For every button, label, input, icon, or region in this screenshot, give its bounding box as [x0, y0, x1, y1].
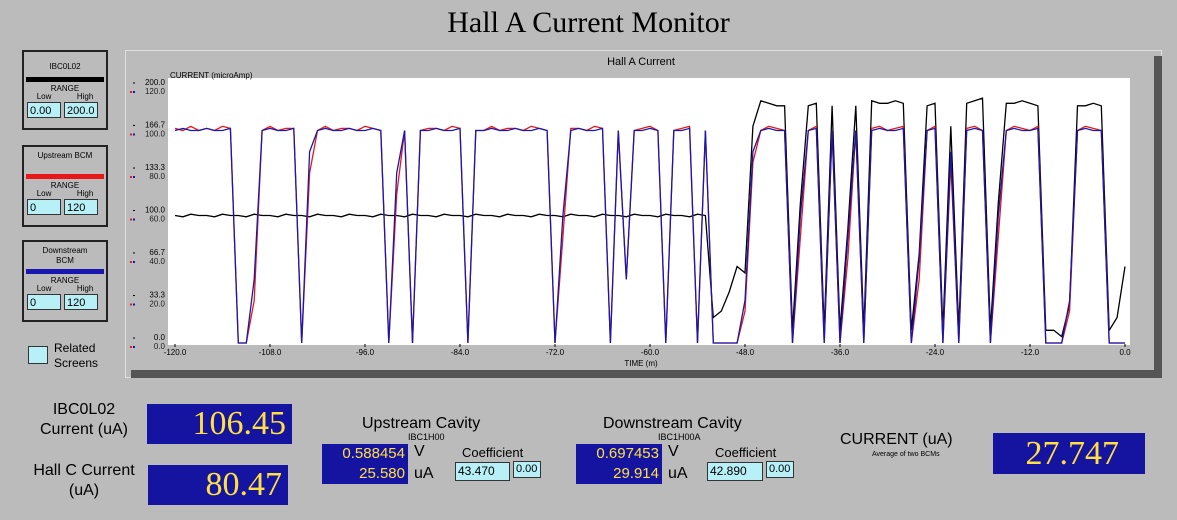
high-label: High: [76, 92, 94, 101]
high-input[interactable]: 120: [64, 294, 98, 310]
y-tick-label: 0.0: [154, 342, 166, 351]
offset-input[interactable]: 0.00: [513, 461, 541, 478]
readout-value: 80.47: [148, 465, 288, 505]
related-button[interactable]: [28, 346, 48, 364]
y2-tick-label: 200.0: [145, 78, 166, 87]
x-tick-label: -48.0: [736, 348, 755, 357]
unit: V: [668, 443, 679, 460]
coef-label: Coefficient: [715, 445, 777, 460]
x-tick-label: -36.0: [831, 348, 850, 357]
high-label: High: [76, 284, 94, 293]
color-bar: [26, 77, 104, 82]
panel-title: IBC0L02: [49, 62, 81, 71]
panel-title: Upstream BCM: [37, 151, 93, 160]
cavity-title: Downstream Cavity: [603, 415, 742, 432]
y-tick-label: 60.0: [149, 215, 165, 224]
x-tick-label: -96.0: [356, 348, 375, 357]
related-label[interactable]: Related Screens: [54, 341, 99, 370]
chart: Hall A Current CURRENT (microAmp) TIME (…: [125, 50, 1162, 378]
y2-tick-label: 66.7: [149, 248, 165, 257]
readout-label: Hall C Current (uA): [33, 462, 135, 499]
page-title: Hall A Current Monitor: [447, 6, 730, 39]
panel-title: Downstream BCM: [42, 246, 88, 265]
low-input[interactable]: 0: [27, 199, 61, 215]
panel: IBC0L02 RANGE Low High 0.00 200.0: [22, 50, 108, 130]
average-value: 27.747: [993, 433, 1145, 474]
low-input[interactable]: 0: [27, 294, 61, 310]
plot-area: [168, 78, 1130, 345]
readout-label: IBC0L02 Current (uA): [39, 401, 129, 438]
average-sublabel: Average of two BCMs: [872, 451, 940, 458]
unit: V: [414, 443, 425, 460]
y2-tick-label: 33.3: [149, 291, 165, 300]
x-tick-label: -24.0: [926, 348, 945, 357]
x-tick-label: -120.0: [164, 348, 187, 357]
x-tick-label: -72.0: [546, 348, 565, 357]
frame-shadow: [1154, 56, 1162, 378]
x-tick-label: 0.0: [1119, 348, 1131, 357]
y-axis-label: CURRENT (microAmp): [170, 71, 253, 80]
series-line: [174, 97, 1126, 338]
volts-value: 0.697453: [576, 444, 662, 464]
y2-tick-label: 0.0: [154, 333, 166, 342]
y-tick-label: 40.0: [149, 257, 165, 266]
readout-value: 106.45: [147, 404, 292, 444]
average-label: CURRENT (uA): [840, 431, 953, 448]
current-value: 29.914: [576, 464, 662, 484]
offset-input[interactable]: 0.00: [766, 461, 794, 478]
x-axis-label: TIME (m): [624, 359, 658, 368]
cavity-id: IBC1H00A: [658, 432, 701, 442]
low-label: Low: [36, 284, 52, 293]
low-input[interactable]: 0.00: [27, 102, 61, 118]
range-label: RANGE: [50, 84, 80, 93]
x-tick-label: -108.0: [259, 348, 282, 357]
y2-tick-label: 166.7: [145, 121, 166, 130]
x-tick-label: -12.0: [1021, 348, 1040, 357]
range-label: RANGE: [50, 276, 80, 285]
volts-value: 0.588454: [322, 444, 408, 464]
y-tick-label: 100.0: [145, 130, 166, 139]
low-label: Low: [36, 92, 52, 101]
y-tick-label: 80.0: [149, 172, 165, 181]
unit: uA: [668, 465, 688, 482]
y-tick-label: 20.0: [149, 300, 165, 309]
coef-label: Coefficient: [462, 445, 524, 460]
x-tick-label: -60.0: [641, 348, 660, 357]
low-label: Low: [36, 189, 52, 198]
panel: Downstream BCM RANGE Low High 0 120: [22, 240, 108, 322]
color-bar: [26, 269, 104, 274]
x-tick-label: -84.0: [451, 348, 470, 357]
y2-tick-label: 133.3: [145, 163, 166, 172]
y-tick-label: 120.0: [145, 87, 166, 96]
range-label: RANGE: [50, 181, 80, 190]
unit: uA: [414, 465, 434, 482]
high-input[interactable]: 120: [64, 199, 98, 215]
cavity-id: IBC1H00: [408, 432, 445, 442]
cavity-title: Upstream Cavity: [362, 415, 481, 432]
chart-title: Hall A Current: [607, 56, 675, 68]
coef-input[interactable]: 43.470: [455, 462, 510, 481]
high-label: High: [76, 189, 94, 198]
frame-shadow: [131, 370, 1162, 378]
color-bar: [26, 174, 104, 179]
coef-input[interactable]: 42.890: [707, 462, 763, 481]
series-line: [174, 127, 1125, 344]
y2-tick-label: 100.0: [145, 206, 166, 215]
high-input[interactable]: 200.0: [64, 102, 98, 118]
current-value: 25.580: [322, 464, 408, 484]
panel: Upstream BCM RANGE Low High 0 120: [22, 145, 108, 227]
